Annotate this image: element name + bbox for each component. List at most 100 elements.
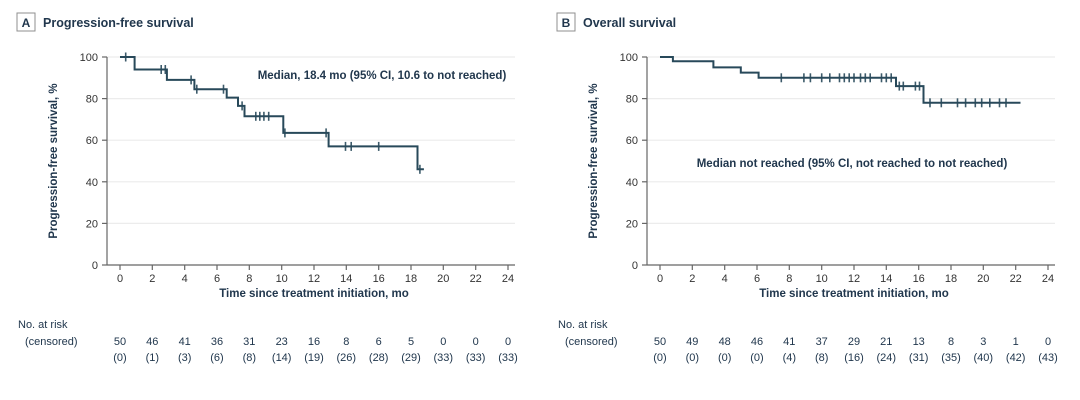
- censored-count: (1): [146, 352, 159, 364]
- panel-a-title: Progression-free survival: [43, 16, 194, 30]
- x-tick-label: 2: [689, 273, 695, 285]
- at-risk-count: 29: [848, 336, 860, 348]
- y-tick-label: 80: [86, 94, 98, 106]
- x-tick-label: 2: [149, 273, 155, 285]
- x-tick-label: 20: [437, 273, 449, 285]
- y-tick-label: 100: [620, 52, 638, 64]
- at-risk-count: 36: [211, 336, 223, 348]
- at-risk-count: 49: [686, 336, 698, 348]
- at-risk-count: 3: [980, 336, 986, 348]
- y-tick-label: 60: [86, 135, 98, 147]
- censored-count: (14): [272, 352, 292, 364]
- at-risk-count: 41: [783, 336, 795, 348]
- panel-b-y-axis-label: Progression-free survival, %: [588, 83, 600, 238]
- at-risk-count: 0: [505, 336, 511, 348]
- panel-a-censored-label: (censored): [25, 336, 78, 348]
- panel-a-median-annotation: Median, 18.4 mo (95% CI, 10.6 to not rea…: [258, 70, 507, 82]
- censored-count: (0): [686, 352, 699, 364]
- censored-count: (3): [178, 352, 191, 364]
- censored-count: (16): [844, 352, 864, 364]
- at-risk-count: 16: [308, 336, 320, 348]
- x-tick-label: 16: [913, 273, 925, 285]
- censored-count: (33): [498, 352, 518, 364]
- y-tick-label: 100: [80, 52, 98, 64]
- x-tick-label: 4: [722, 273, 728, 285]
- censored-count: (0): [653, 352, 666, 364]
- panel-a: A Progression-free survival 0 20 40 60 80 100…: [16, 12, 518, 364]
- y-tick-label: 40: [86, 177, 98, 189]
- panel-a-tag-box: [16, 12, 36, 32]
- panel-a-tag-letter: A: [22, 16, 31, 30]
- panel-b-risk-label: No. at risk: [558, 319, 608, 331]
- censored-count: (40): [974, 352, 994, 364]
- x-tick-label: 12: [848, 273, 860, 285]
- at-risk-count: 50: [654, 336, 666, 348]
- panel-b-x-axis-label: Time since treatment initiation, mo: [759, 288, 949, 300]
- at-risk-count: 31: [243, 336, 255, 348]
- at-risk-count: 5: [408, 336, 414, 348]
- censored-count: (42): [1006, 352, 1026, 364]
- panel-a-svg: A Progression-free survival 020406080100…: [16, 12, 518, 364]
- at-risk-count: 48: [719, 336, 731, 348]
- at-risk-count: 0: [440, 336, 446, 348]
- x-tick-label: 18: [945, 273, 957, 285]
- at-risk-count: 41: [179, 336, 191, 348]
- y-tick-label: 80: [626, 94, 638, 106]
- x-tick-label: 10: [816, 273, 828, 285]
- y-tick-label: 20: [86, 218, 98, 230]
- at-risk-count: 8: [343, 336, 349, 348]
- x-tick-label: 14: [880, 273, 892, 285]
- censored-count: (29): [401, 352, 421, 364]
- censored-count: (33): [434, 352, 454, 364]
- at-risk-count: 8: [948, 336, 954, 348]
- panel-a-y-axis-label: Progression-free survival, %: [48, 83, 60, 238]
- panel-b-title: Overall survival: [583, 16, 676, 30]
- censored-count: (28): [369, 352, 389, 364]
- censored-count: (33): [466, 352, 486, 364]
- at-risk-count: 6: [376, 336, 382, 348]
- y-tick-label: 20: [626, 218, 638, 230]
- at-risk-count: 0: [1045, 336, 1051, 348]
- censored-count: (8): [243, 352, 256, 364]
- censored-count: (0): [718, 352, 731, 364]
- y-tick-label: 0: [92, 260, 98, 272]
- y-tick-label: 40: [626, 177, 638, 189]
- x-tick-label: 24: [502, 273, 514, 285]
- x-tick-label: 14: [340, 273, 352, 285]
- panel-b: B Overall survival 0 20 40 60 80 100 0 2 4 6 8 10 12…: [540, 0, 1080, 400]
- at-risk-count: 23: [276, 336, 288, 348]
- x-tick-label: 8: [786, 273, 792, 285]
- x-tick-label: 22: [1010, 273, 1022, 285]
- at-risk-count: 0: [473, 336, 479, 348]
- x-tick-label: 6: [754, 273, 760, 285]
- x-tick-label: 24: [1042, 273, 1054, 285]
- at-risk-count: 46: [146, 336, 158, 348]
- censored-count: (24): [877, 352, 897, 364]
- censored-count: (6): [210, 352, 223, 364]
- x-tick-label: 8: [246, 273, 252, 285]
- km-curve: [120, 56, 424, 171]
- censored-count: (0): [750, 352, 763, 364]
- panel-b-tag-letter: B: [562, 16, 571, 30]
- y-tick-label: 60: [626, 135, 638, 147]
- x-tick-label: 20: [977, 273, 989, 285]
- at-risk-count: 21: [880, 336, 892, 348]
- x-tick-label: 10: [276, 273, 288, 285]
- censored-count: (0): [113, 352, 126, 364]
- x-tick-label: 18: [405, 273, 417, 285]
- x-tick-label: 6: [214, 273, 220, 285]
- censored-count: (26): [337, 352, 357, 364]
- at-risk-count: 50: [114, 336, 126, 348]
- y-tick-label: 0: [632, 260, 638, 272]
- x-tick-label: 0: [117, 273, 123, 285]
- censored-count: (35): [941, 352, 961, 364]
- x-tick-label: 0: [657, 273, 663, 285]
- panel-a-risk-label: No. at risk: [18, 319, 68, 331]
- panel-b-median-annotation: Median not reached (95% CI, not reached …: [697, 158, 1008, 170]
- panel-a-x-axis-label: Time since treatment initiation, mo: [219, 288, 409, 300]
- x-tick-label: 12: [308, 273, 320, 285]
- x-tick-label: 16: [373, 273, 385, 285]
